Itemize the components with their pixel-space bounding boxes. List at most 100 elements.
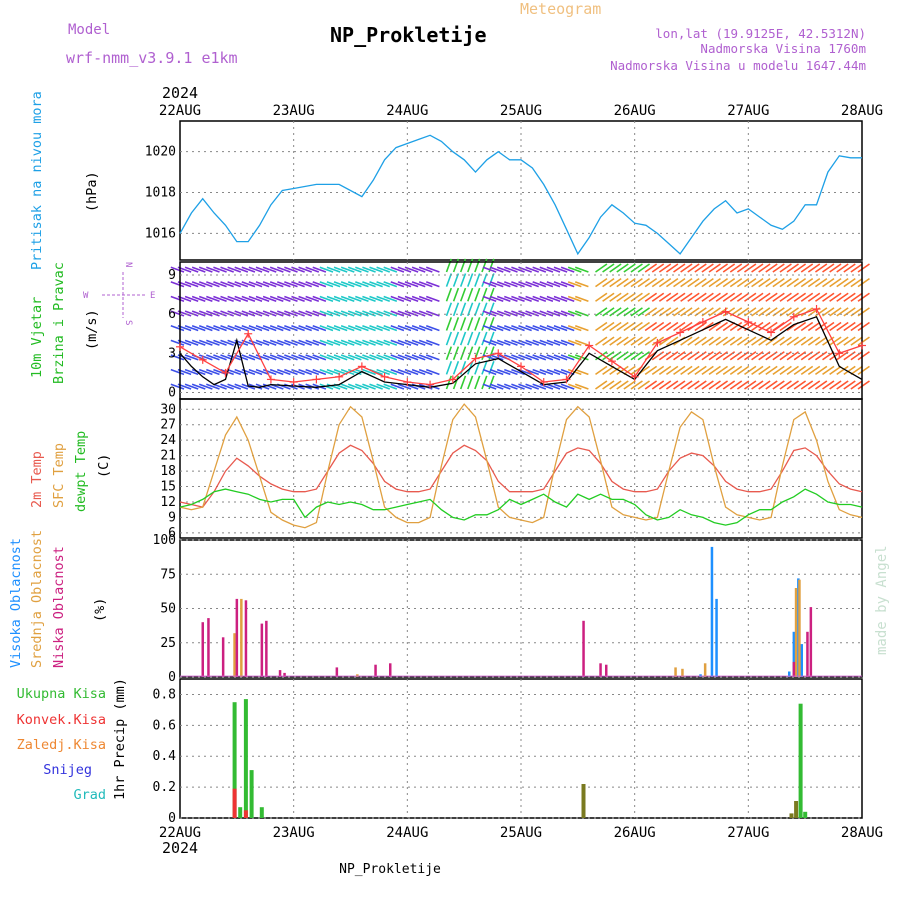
wind-arrow bbox=[843, 307, 856, 317]
wind-arrow bbox=[574, 324, 589, 332]
wind-arrow bbox=[340, 281, 355, 288]
wind-compass: N S W E bbox=[83, 262, 155, 325]
wind-arrow bbox=[276, 339, 291, 346]
wind-arrow bbox=[411, 295, 426, 303]
y-tick-label: 9 bbox=[168, 510, 176, 525]
wind-arrow bbox=[680, 263, 693, 273]
wind-legend: 10m Vjetar Brzina i Pravac (m/s) N S W E bbox=[29, 262, 155, 384]
wind-arrow bbox=[630, 321, 643, 332]
wind-arrow bbox=[665, 292, 679, 302]
wind-arrow bbox=[532, 295, 547, 303]
y-tick-label: 0.4 bbox=[153, 749, 177, 764]
wind-arrow bbox=[459, 273, 467, 287]
wind-arrow bbox=[445, 273, 453, 287]
wind-arrow bbox=[553, 368, 568, 376]
bar bbox=[788, 671, 791, 677]
cloud-legend-mid: Srednja Oblacnost bbox=[29, 530, 45, 668]
wind-arrow bbox=[751, 263, 764, 273]
wind-arrow bbox=[574, 339, 589, 346]
wind-arrow bbox=[347, 354, 362, 361]
wind-arrow bbox=[452, 360, 460, 375]
wind-arrow bbox=[305, 339, 320, 346]
wind-arrow bbox=[191, 383, 206, 390]
wind-arrow bbox=[560, 295, 575, 303]
wind-arrow bbox=[532, 354, 547, 361]
wind-arrow bbox=[496, 383, 511, 390]
wind-arrow bbox=[836, 277, 849, 288]
wind-arrow bbox=[220, 383, 234, 390]
wind-arrow bbox=[518, 281, 532, 288]
wind-arrow bbox=[687, 365, 700, 376]
wind-arrow bbox=[291, 354, 305, 361]
wind-arrow bbox=[411, 339, 426, 346]
wind-arrow bbox=[843, 263, 856, 273]
y-tick-label: 6 bbox=[168, 526, 176, 541]
bar bbox=[809, 607, 813, 677]
wind-arrow bbox=[673, 307, 686, 317]
wind-arrow bbox=[751, 380, 764, 390]
wind-arrow bbox=[843, 336, 856, 346]
wind-arrow bbox=[786, 351, 799, 361]
wind-arrow bbox=[822, 277, 835, 288]
wind-arrow bbox=[284, 354, 298, 361]
wind-arrow bbox=[504, 324, 518, 332]
wind-arrow bbox=[807, 292, 821, 302]
x-tick-label-top: 24AUG bbox=[386, 103, 428, 119]
wind-arrow bbox=[496, 324, 511, 332]
wind-arrow bbox=[511, 310, 525, 317]
wind-arrow bbox=[680, 307, 693, 317]
wind-arrow bbox=[609, 277, 622, 288]
wind-arrow bbox=[644, 292, 658, 302]
wind-arrow bbox=[630, 351, 643, 361]
wind-arrow bbox=[658, 365, 672, 376]
wind-arrow bbox=[546, 339, 561, 346]
bar bbox=[581, 784, 586, 818]
wind-arrow bbox=[504, 339, 518, 346]
wind-arrow bbox=[390, 368, 405, 376]
wind-arrow bbox=[736, 277, 750, 288]
wind-arrow bbox=[481, 302, 488, 317]
wind-arrow bbox=[474, 331, 481, 346]
y-tick-label: 1018 bbox=[145, 186, 176, 201]
wind-arrow bbox=[184, 383, 199, 390]
wind-arrow bbox=[843, 292, 856, 302]
x-tick-label-top: 22AUG bbox=[159, 103, 201, 119]
wind-arrow bbox=[184, 310, 199, 317]
wind-arrow bbox=[489, 310, 504, 317]
wind-arrow bbox=[504, 383, 518, 390]
wind-arrow bbox=[418, 281, 433, 288]
wind-arrow bbox=[722, 336, 736, 346]
wind-arrow bbox=[793, 380, 807, 390]
wind-arrow bbox=[496, 310, 511, 317]
wind-arrow bbox=[383, 295, 398, 303]
wind-arrow bbox=[369, 295, 383, 303]
wind-arrow bbox=[539, 354, 554, 361]
wind-arrow bbox=[836, 307, 849, 317]
y-tick-label: 15 bbox=[160, 480, 176, 495]
wind-arrow bbox=[312, 354, 327, 361]
wind-arrow bbox=[206, 339, 220, 346]
wind-arrow bbox=[489, 368, 504, 376]
wind-arrow bbox=[248, 295, 263, 303]
wind-arrow bbox=[602, 365, 615, 376]
wind-arrow bbox=[814, 336, 828, 346]
bar bbox=[582, 620, 585, 677]
wind-vector-field bbox=[170, 258, 870, 390]
wind-arrow bbox=[623, 277, 636, 288]
wind-arrow bbox=[234, 383, 249, 390]
year-top: 2024 bbox=[162, 84, 198, 102]
x-tick-label-bottom: 22AUG bbox=[159, 825, 201, 841]
wind-arrow bbox=[673, 365, 686, 376]
wind-arrow bbox=[376, 383, 391, 390]
wind-arrow bbox=[269, 266, 284, 273]
wind-arrow bbox=[376, 310, 391, 317]
wind-arrow bbox=[198, 339, 213, 346]
wind-arrow bbox=[560, 383, 575, 390]
wind-arrow bbox=[504, 295, 518, 303]
wind-arrow bbox=[779, 336, 792, 346]
x-tick-label-top: 27AUG bbox=[727, 103, 769, 119]
wind-arrow bbox=[758, 263, 771, 273]
cloud-legend-high: Visoka Oblacnost bbox=[8, 538, 24, 668]
wind-arrow bbox=[644, 380, 658, 390]
wind-arrow bbox=[369, 354, 383, 361]
